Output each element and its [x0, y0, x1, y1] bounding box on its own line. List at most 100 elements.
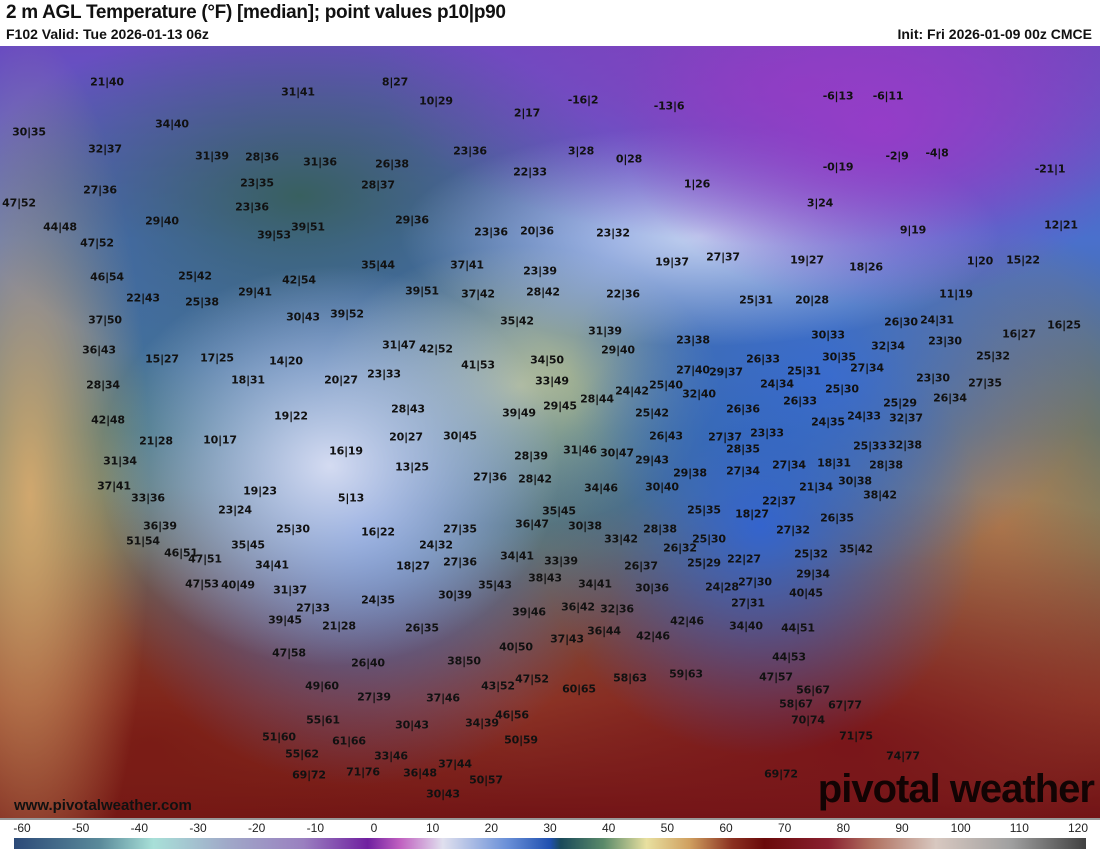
point-value-label: 47|51 [188, 552, 222, 566]
point-value-label: 21|34 [799, 480, 833, 494]
point-value-label: 28|44 [580, 392, 614, 406]
point-value-label: 27|30 [738, 575, 772, 589]
point-value-label: 58|63 [613, 671, 647, 685]
point-value-label: 30|45 [443, 429, 477, 443]
point-value-label: 37|42 [461, 287, 495, 301]
point-value-label: 27|36 [473, 470, 507, 484]
point-value-label: 13|25 [395, 460, 429, 474]
point-value-label: 24|33 [847, 409, 881, 423]
point-value-label: 17|25 [200, 351, 234, 365]
point-value-label: 36|42 [561, 600, 595, 614]
point-value-label: 44|51 [781, 621, 815, 635]
point-value-label: 18|31 [231, 373, 265, 387]
point-value-label: 27|33 [296, 601, 330, 615]
point-value-label: 27|31 [731, 596, 765, 610]
point-value-label: 23|30 [928, 334, 962, 348]
point-value-label: 37|46 [426, 691, 460, 705]
point-value-label: 28|35 [726, 442, 760, 456]
colorbar: -60 -50 -40 -30 -20 -10 0 10 20 30 40 50 60 70 80 90 100… [0, 818, 1100, 850]
point-value-label: 34|46 [584, 481, 618, 495]
point-value-label: 30|38 [838, 474, 872, 488]
point-value-label: 16|27 [1002, 327, 1036, 341]
point-value-label: 46|56 [495, 708, 529, 722]
point-value-label: 25|32 [794, 547, 828, 561]
point-value-label: 1|26 [683, 177, 711, 191]
point-value-label: 19|37 [655, 255, 689, 269]
point-value-label: 18|26 [849, 260, 883, 274]
point-value-label: 5|13 [337, 491, 365, 505]
point-value-label: 60|65 [562, 682, 596, 696]
point-value-label: 36|43 [82, 343, 116, 357]
point-value-label: 28|38 [643, 522, 677, 536]
point-value-label: 25|31 [787, 364, 821, 378]
point-value-label: 22|36 [606, 287, 640, 301]
point-value-label: 24|42 [615, 384, 649, 398]
point-value-label: 30|36 [635, 581, 669, 595]
point-value-label: 23|38 [676, 333, 710, 347]
point-value-label: -6|11 [872, 89, 904, 103]
point-value-label: 34|39 [465, 716, 499, 730]
site-url: www.pivotalweather.com [14, 797, 192, 814]
point-value-label: 34|41 [578, 577, 612, 591]
point-value-label: 70|74 [791, 713, 825, 727]
point-value-label: 32|37 [889, 411, 923, 425]
point-value-label: 16|19 [329, 444, 363, 458]
pivotal-weather-logo: pivotal weather [817, 767, 1095, 811]
point-value-label: 35|45 [542, 504, 576, 518]
point-value-label: 35|44 [361, 258, 395, 272]
init-time: Init: Fri 2026-01-09 00z CMCE [897, 26, 1092, 42]
point-value-label: 33|39 [544, 554, 578, 568]
point-value-label: 11|19 [939, 287, 973, 301]
point-value-label: 39|53 [257, 228, 291, 242]
colorbar-tick-label: 110 [1009, 821, 1029, 835]
map-title: 2 m AGL Temperature (°F) [median]; point… [6, 2, 506, 23]
point-value-label: 39|51 [405, 284, 439, 298]
point-value-label: 58|67 [779, 697, 813, 711]
point-value-label: 69|72 [764, 767, 798, 781]
point-value-label: 36|39 [143, 519, 177, 533]
point-value-label: 33|46 [374, 749, 408, 763]
point-value-label: 10|17 [203, 433, 237, 447]
point-value-label: 20|27 [389, 430, 423, 444]
point-value-label: 30|35 [12, 125, 46, 139]
point-value-label: 24|34 [760, 377, 794, 391]
point-value-label: 47|52 [2, 196, 36, 210]
point-value-label: 37|41 [450, 258, 484, 272]
point-value-label: 47|52 [80, 236, 114, 250]
point-value-label: 25|30 [825, 382, 859, 396]
point-value-label: 1|20 [966, 254, 994, 268]
point-value-label: 29|40 [601, 343, 635, 357]
point-value-label: 22|27 [727, 552, 761, 566]
point-value-label: 42|48 [91, 413, 125, 427]
point-value-label: 31|46 [563, 443, 597, 457]
point-value-label: 23|32 [596, 226, 630, 240]
point-value-label: 24|32 [419, 538, 453, 552]
point-value-label: 40|49 [221, 578, 255, 592]
colorbar-tick-label: 120 [1067, 821, 1089, 835]
point-value-label: 37|43 [550, 632, 584, 646]
point-value-label: 27|34 [726, 464, 760, 478]
point-value-label: 42|46 [670, 614, 704, 628]
point-value-label: 34|50 [530, 353, 564, 367]
point-value-label: 26|33 [746, 352, 780, 366]
point-value-label: 25|42 [178, 269, 212, 283]
point-value-label: 30|40 [645, 480, 679, 494]
point-value-label: 31|41 [281, 85, 315, 99]
point-value-label: 37|50 [88, 313, 122, 327]
point-value-label: 33|42 [604, 532, 638, 546]
point-value-label: 56|67 [796, 683, 830, 697]
point-value-label: 30|47 [600, 446, 634, 460]
point-value-label: 26|38 [375, 157, 409, 171]
point-value-label: 32|37 [88, 142, 122, 156]
point-value-label: 36|44 [587, 624, 621, 638]
point-value-label: 24|31 [920, 313, 954, 327]
colorbar-tick-label: 10 [425, 821, 440, 835]
point-value-label: 42|52 [419, 342, 453, 356]
colorbar-tick-label: 30 [543, 821, 557, 835]
point-value-label: 34|41 [255, 558, 289, 572]
point-value-label: 29|41 [238, 285, 272, 299]
point-value-label: -13|6 [653, 99, 685, 113]
colorbar-tick-label: 90 [895, 821, 909, 835]
colorbar-tick-label: 40 [601, 821, 616, 835]
point-value-label: 19|23 [243, 484, 277, 498]
